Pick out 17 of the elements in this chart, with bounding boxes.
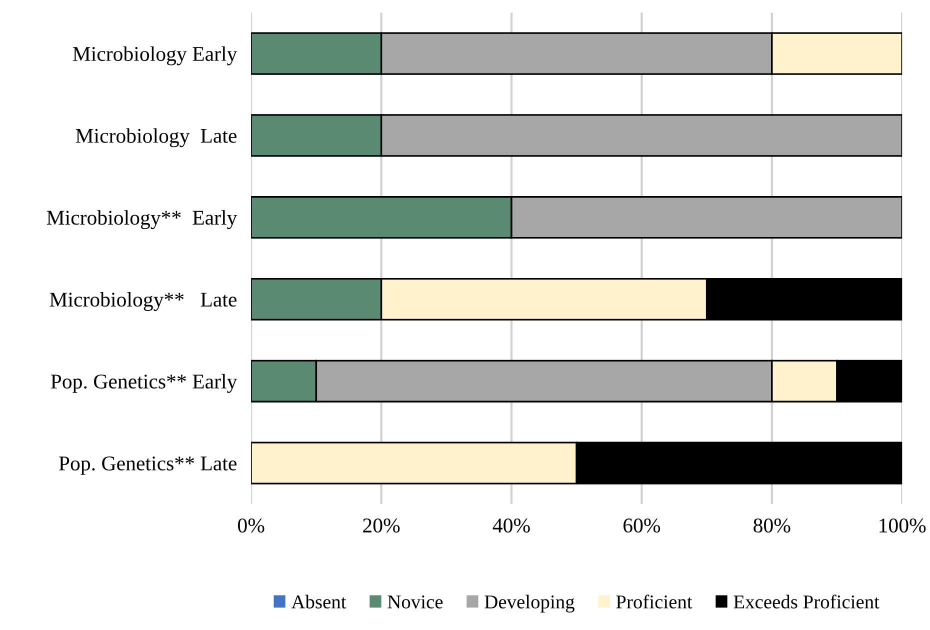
x-tick-label: 80% [754,518,790,533]
legend-label: Exceeds Proficient [734,594,880,608]
x-tick-label: 0% [238,518,264,533]
x-tick-label: 100% [880,518,926,533]
legend-label: Proficient [616,594,692,608]
y-tick-label: Microbiology Late [76,128,236,148]
y-tick-label: Microbiology** Late [50,292,236,311]
x-tick-label: 40% [492,518,530,533]
x-tick-label: 20% [363,518,400,533]
legend-label: Novice [388,595,443,608]
y-tick-label: Microbiology Early [72,46,238,66]
legend-label: Developing [484,594,574,612]
y-tick-label: Pop. Genetics** Late [59,456,236,475]
y-tick-label: Microbiology** Early [46,210,238,230]
y-tick-label: Pop. Genetics** Early [50,374,238,393]
x-tick-label: 60% [624,518,660,533]
legend-label: Absent [291,594,346,608]
